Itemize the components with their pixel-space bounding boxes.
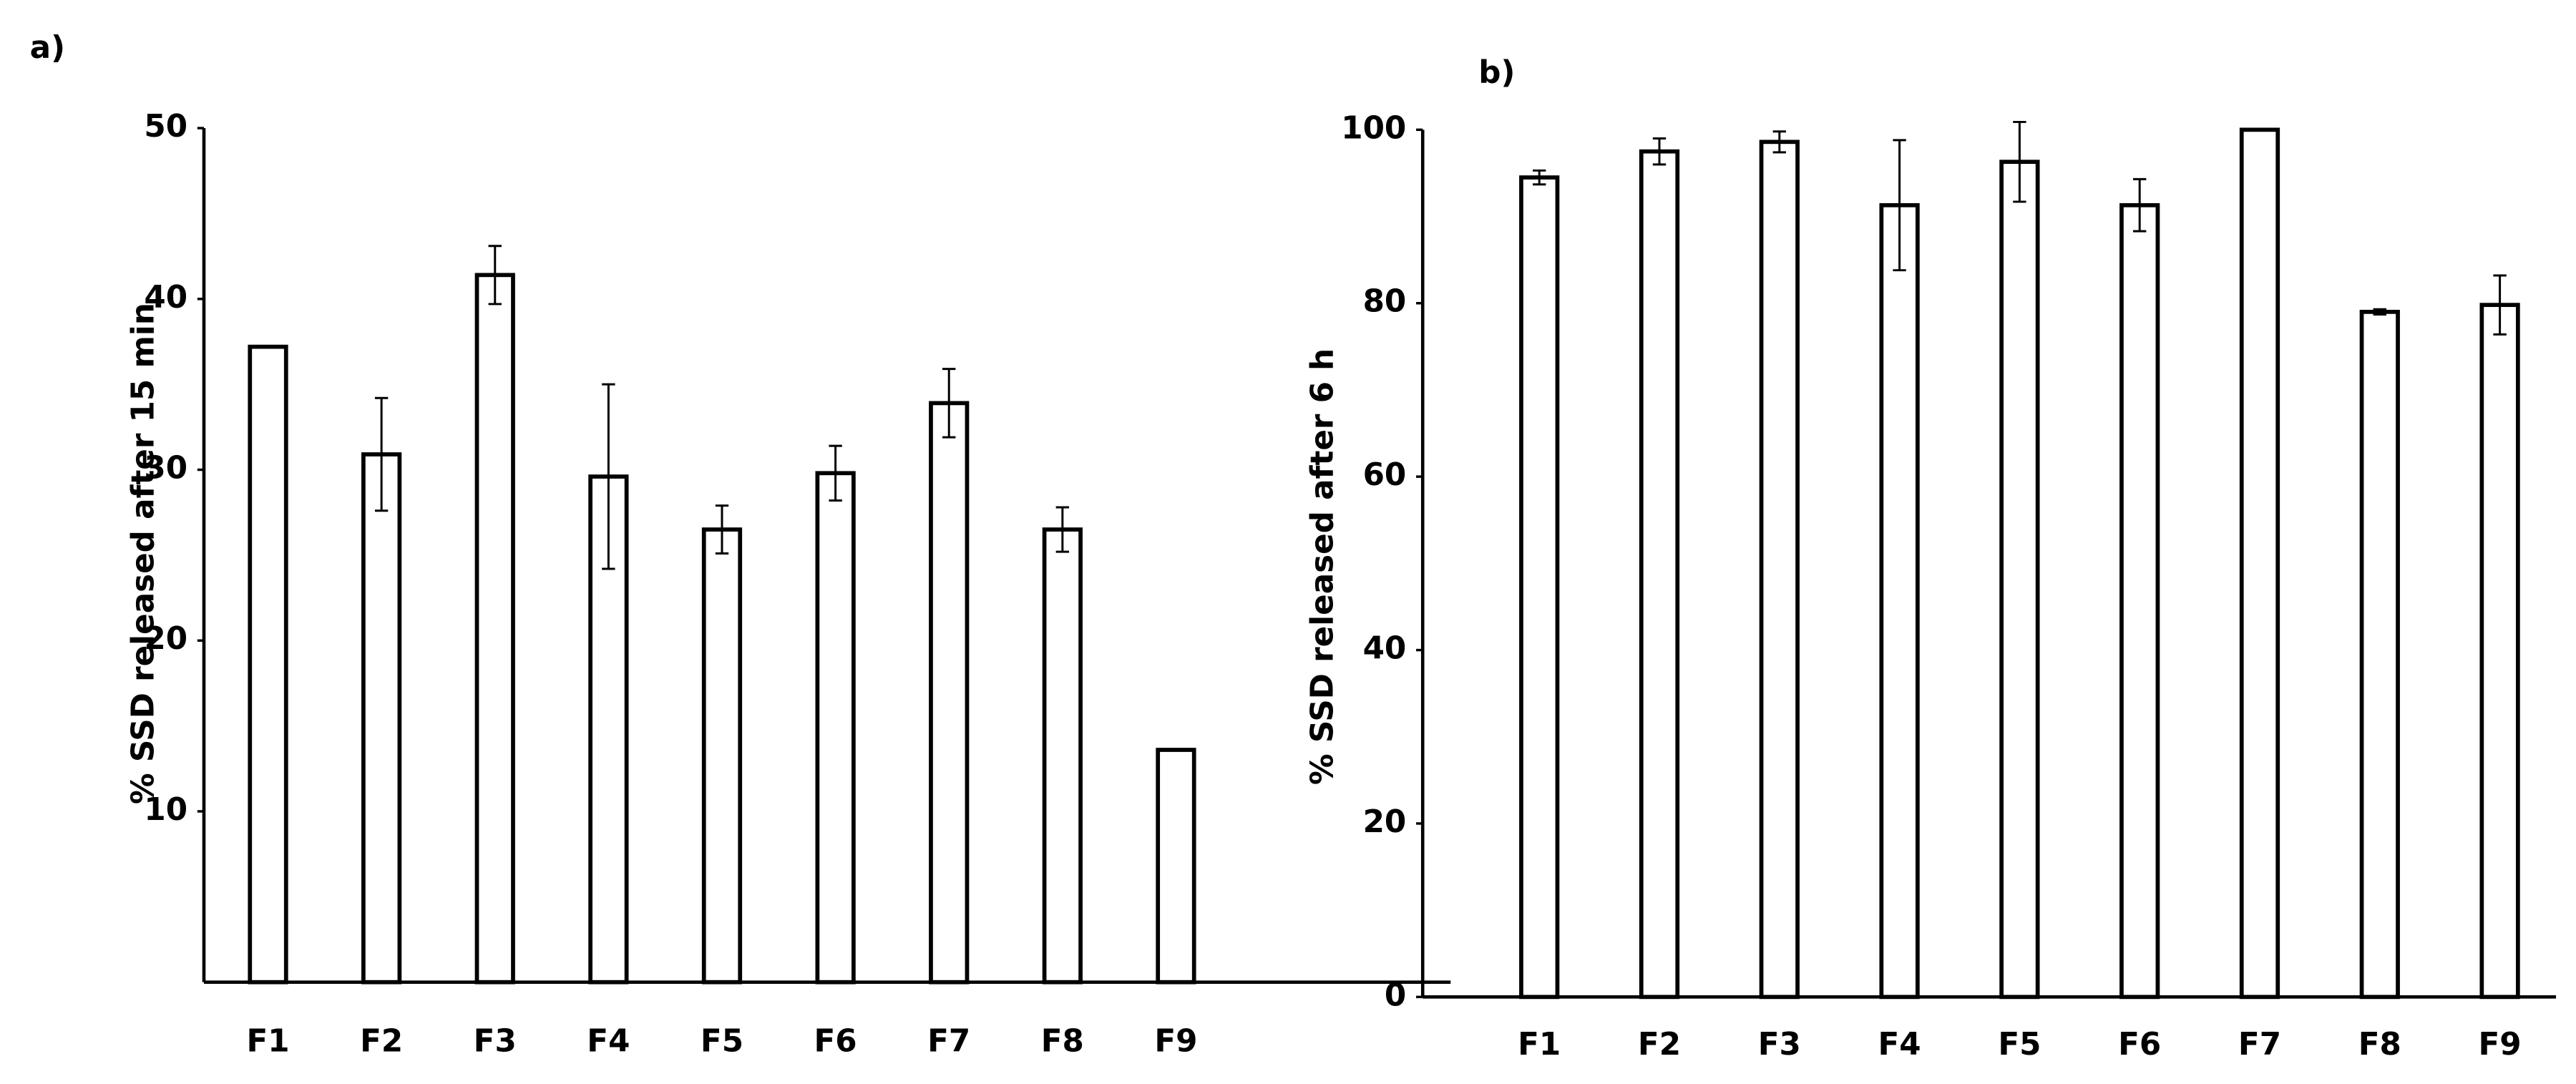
y-tick-label: 10 [144, 792, 187, 828]
error-bar [1652, 137, 1667, 166]
x-tick-label: F3 [474, 1024, 517, 1060]
bar [1042, 527, 1083, 985]
bar [588, 474, 629, 985]
x-tick-label: F9 [2479, 1027, 2522, 1063]
y-axis-label: % SSD released after 6 h [1305, 348, 1341, 785]
x-tick-label: F8 [2358, 1027, 2401, 1063]
x-tick-label: F3 [1758, 1027, 1801, 1063]
bar [1999, 160, 2040, 1000]
y-tick-label: 20 [144, 621, 187, 657]
bar [2239, 127, 2280, 1000]
y-tick-label: 30 [144, 451, 187, 487]
bar [474, 273, 515, 985]
x-tick-label: F6 [2118, 1027, 2161, 1063]
y-tick-label: 0 [1385, 977, 1406, 1013]
x-tick-label: F4 [1878, 1027, 1921, 1063]
bar [2479, 303, 2520, 1000]
bar [361, 452, 402, 985]
y-tick-label: 80 [1363, 284, 1407, 320]
error-bar [1893, 139, 1906, 272]
x-tick-label: F8 [1041, 1024, 1084, 1060]
bar [1759, 140, 1800, 1000]
bar [929, 401, 970, 985]
error-bar [2133, 177, 2147, 233]
x-tick-label: F1 [1518, 1027, 1561, 1063]
x-tick-label: F7 [927, 1024, 970, 1060]
bar [1639, 149, 1680, 1000]
x-tick-label: F2 [360, 1024, 403, 1060]
x-tick-label: F5 [1998, 1027, 2041, 1063]
x-tick-label: F5 [701, 1024, 743, 1060]
y-tick-label: 60 [1363, 457, 1407, 493]
bar [1519, 175, 1560, 1000]
error-bar [1772, 130, 1786, 154]
error-bar [374, 396, 389, 512]
bar [701, 527, 743, 985]
error-bar [942, 368, 956, 439]
bar [2119, 202, 2160, 1000]
error-bar [1533, 169, 1546, 186]
bar [248, 344, 288, 985]
x-tick-label: F4 [587, 1024, 630, 1060]
error-bar [1055, 506, 1070, 553]
error-bar [715, 504, 729, 555]
x-tick-label: F7 [2238, 1027, 2281, 1063]
bar [2359, 309, 2400, 1000]
error-bar [829, 444, 842, 502]
x-tick-label: F6 [814, 1024, 857, 1060]
bar [1156, 748, 1196, 985]
error-bar [602, 383, 615, 570]
error-bar [488, 245, 502, 306]
y-tick-label: 20 [1363, 804, 1407, 840]
error-bar [2013, 120, 2026, 203]
y-axis-label: % SSD released after 15 min [125, 303, 161, 804]
x-tick-label: F1 [246, 1024, 289, 1060]
x-tick-label: F9 [1154, 1024, 1197, 1060]
error-bar [2373, 308, 2386, 316]
x-tick-label: F2 [1638, 1027, 1681, 1063]
bar [815, 471, 856, 985]
y-tick-label: 40 [1363, 631, 1407, 667]
y-tick-label: 40 [144, 280, 187, 316]
bar [1879, 202, 1920, 1000]
error-bar [2493, 274, 2507, 336]
y-tick-label: 50 [144, 109, 187, 145]
panel-label: a) [30, 30, 65, 66]
panel-label: b) [1478, 54, 1515, 90]
y-tick-label: 100 [1341, 110, 1406, 146]
